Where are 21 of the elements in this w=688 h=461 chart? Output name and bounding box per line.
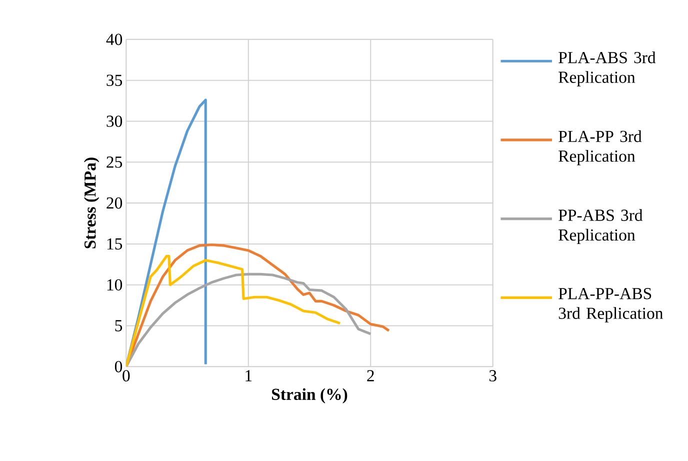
line-series <box>126 254 342 367</box>
y-tick-label: 10 <box>107 279 122 290</box>
legend-label: PLA-ABS 3rd Replication <box>558 51 656 86</box>
y-axis-title: Stress (MPa) <box>84 158 100 248</box>
line-series <box>126 272 372 367</box>
y-tick-label: 15 <box>107 238 122 250</box>
y-tick-label: 5 <box>115 320 122 332</box>
x-tick-label: 3 <box>489 370 496 382</box>
y-tick-label: 30 <box>106 115 122 127</box>
y-tick-label: 35 <box>106 74 122 86</box>
x-axis-title: Strain (%) <box>272 388 348 404</box>
y-tick-label: 40 <box>106 34 122 45</box>
x-tick-label: 0 <box>122 370 130 382</box>
legend-label: PLA-PP-ABS 3rd Replication <box>558 288 664 322</box>
legend-label: PLA-PP 3rd Replication <box>558 130 642 166</box>
y-tick-label: 20 <box>106 197 122 209</box>
x-tick-label: 2 <box>367 370 374 382</box>
legend-label: PP-ABS 3rd Replication <box>558 209 643 244</box>
y-tick-label: 0 <box>114 360 122 372</box>
y-tick-label: 25 <box>106 156 122 168</box>
x-tick-label: 1 <box>246 370 252 382</box>
